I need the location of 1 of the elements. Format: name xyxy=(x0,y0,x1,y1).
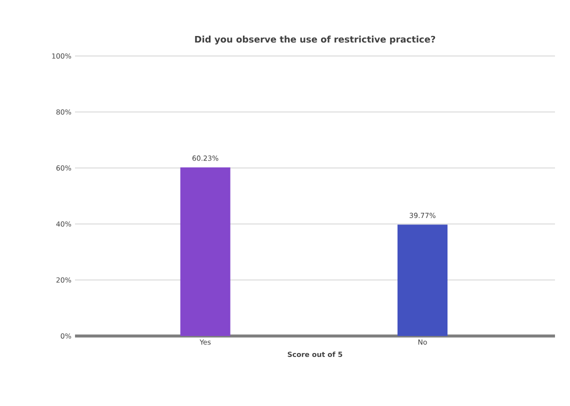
chart-title: Did you observe the use of restrictive practice? xyxy=(195,36,436,44)
